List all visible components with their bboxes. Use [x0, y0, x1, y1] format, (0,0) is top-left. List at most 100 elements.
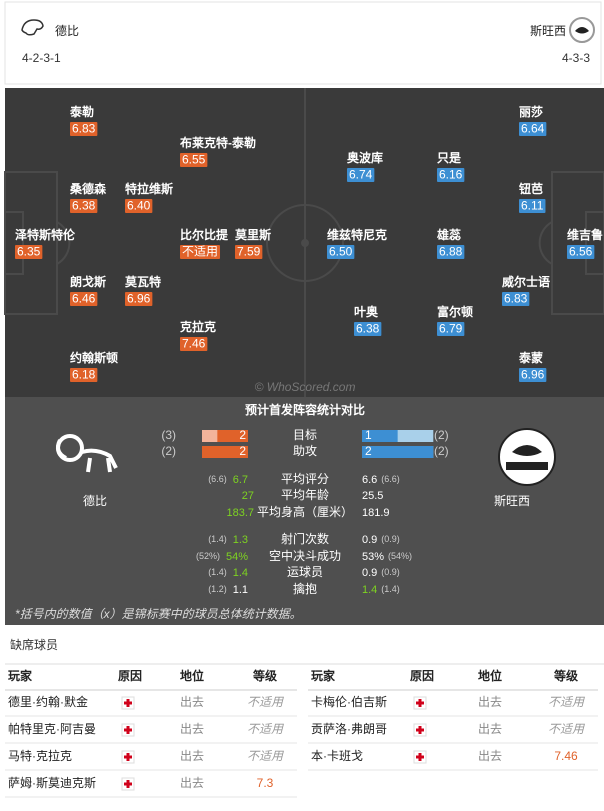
player-name: 只是	[437, 151, 462, 165]
away-bar	[362, 446, 434, 458]
home-value: 1.3	[233, 534, 248, 546]
stat-label: 平均年龄	[281, 488, 329, 502]
injury-cross	[124, 753, 132, 761]
player-rating: 6.40	[127, 199, 151, 213]
player-rating: 6.83	[504, 292, 528, 306]
rating: 不适用	[247, 749, 284, 763]
player-name: 帕特里克·阿吉曼	[8, 721, 96, 736]
player-name: 丽莎	[519, 104, 543, 119]
status: 出去	[478, 695, 502, 709]
column-header: 地位	[180, 668, 204, 683]
home-bar	[217, 430, 248, 442]
away-tournament: (2)	[434, 444, 449, 458]
home-value: 2	[239, 444, 246, 458]
status: 出去	[180, 749, 204, 763]
player-rating: 6.55	[182, 153, 206, 167]
status: 出去	[478, 722, 502, 736]
home-value: 27	[242, 490, 254, 502]
rating-badge	[70, 368, 98, 382]
player-name: 比尔比提	[180, 227, 229, 242]
away-value: 181.9	[362, 507, 390, 519]
player-rating: 6.79	[439, 322, 463, 336]
home-stat: (52%) 54%	[196, 551, 248, 563]
away-value: 6.6	[362, 474, 377, 486]
player-rating: 6.50	[329, 245, 353, 259]
player-name: 莫里斯	[235, 227, 271, 242]
away-value: 0.9	[362, 567, 377, 579]
away-tournament: (54%)	[388, 551, 412, 561]
player-name: 莫瓦特	[125, 274, 161, 289]
stats-home-name: 德比	[83, 493, 107, 508]
player-name: 雄蕊	[436, 227, 461, 242]
rating-badge	[437, 245, 465, 259]
away-stat: 0.9 (0.9)	[362, 567, 400, 579]
player-name: 布莱克特-泰勒	[180, 135, 256, 150]
home-team-name: 德比	[55, 23, 79, 38]
column-header: 等级	[252, 668, 277, 683]
stat-label: 目标	[293, 428, 317, 442]
rating-badge	[519, 199, 546, 213]
rating: 不适用	[247, 722, 284, 736]
away-tournament: (2)	[434, 428, 449, 442]
player-rating: 6.46	[72, 292, 96, 306]
rating: 7.46	[554, 749, 578, 763]
rating-badge	[519, 368, 547, 382]
rating: 不适用	[247, 695, 284, 709]
player-name: 维兹特尼克	[327, 227, 387, 242]
home-tournament: (2)	[161, 444, 176, 458]
rating: 不适用	[548, 695, 585, 709]
player-rating: 6.35	[17, 245, 41, 259]
player-rating: 6.96	[521, 368, 545, 382]
home-stat: 183.7	[226, 507, 254, 519]
player-rating: 不适用	[182, 245, 218, 259]
rating-badge	[437, 322, 465, 336]
rating-badge	[347, 168, 375, 182]
stat-label: 助攻	[293, 444, 317, 458]
rating-badge	[70, 199, 98, 213]
home-tournament: (3)	[161, 428, 176, 442]
status: 出去	[478, 749, 502, 763]
injury-cross	[416, 726, 424, 734]
rating-badge	[70, 122, 98, 136]
player-name: 桑德森	[70, 181, 107, 196]
player-name: 本·卡班戈	[311, 749, 363, 763]
injury-cross	[416, 753, 424, 761]
away-tournament: (1.4)	[381, 584, 400, 594]
rating-badge	[354, 322, 382, 336]
player-name: 泽特斯特伦	[15, 227, 76, 242]
player-name: 威尔士语	[502, 274, 550, 289]
home-big-logo	[56, 434, 118, 473]
player-rating: 6.11	[521, 199, 544, 213]
column-header: 等级	[553, 668, 578, 683]
player-rating: 6.83	[72, 122, 96, 136]
rating-badge	[180, 153, 208, 167]
column-header: 原因	[118, 668, 142, 683]
home-value: 6.7	[233, 474, 248, 486]
player-rating: 6.64	[521, 122, 545, 136]
away-value: 1.4	[362, 584, 377, 596]
status: 出去	[180, 695, 204, 709]
column-header: 玩家	[8, 668, 33, 683]
player-rating: 6.56	[569, 245, 593, 259]
column-header: 玩家	[311, 668, 336, 683]
home-tournament: (6.6)	[208, 474, 227, 484]
rating-badge	[235, 245, 263, 259]
watermark: © WhoScored.com	[255, 380, 356, 394]
rating-badge	[327, 245, 355, 259]
player-name: 朗戈斯	[70, 274, 106, 289]
home-value: 54%	[226, 551, 248, 563]
player-name: 贡萨洛·弗朗哥	[311, 721, 387, 736]
rating-badge	[567, 245, 595, 259]
away-value: 53%	[362, 551, 384, 563]
away-stat: 0.9 (0.9)	[362, 534, 400, 546]
stat-label: 平均评分	[281, 472, 329, 486]
player-rating: 6.74	[349, 168, 373, 182]
player-name: 叶奥	[354, 304, 379, 319]
stat-label: 平均身高（厘米）	[257, 504, 353, 519]
home-value: 183.7	[226, 507, 254, 519]
player-name: 泰蒙	[518, 350, 543, 365]
home-value: 2	[239, 428, 246, 442]
home-formation: 4-2-3-1	[22, 51, 61, 65]
rating-badge	[437, 168, 465, 182]
home-tournament: (1.4)	[208, 567, 227, 577]
